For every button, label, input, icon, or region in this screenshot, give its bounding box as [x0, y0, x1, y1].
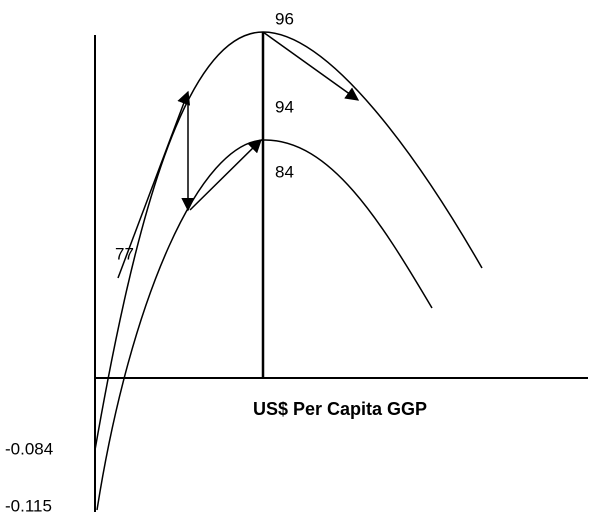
upper-curve	[94, 31, 483, 451]
arrow	[117, 90, 191, 279]
axis-label: US$ Per Capita GGP	[253, 399, 427, 419]
arrow	[262, 31, 360, 101]
arrow	[189, 139, 262, 211]
label: 94	[275, 97, 294, 116]
y-label: -0.115	[5, 496, 52, 515]
y-label: -0.084	[5, 439, 53, 458]
label: 84	[275, 162, 294, 181]
label: 77	[115, 244, 134, 263]
label: 96	[275, 9, 294, 28]
lower-curve	[96, 139, 433, 511]
